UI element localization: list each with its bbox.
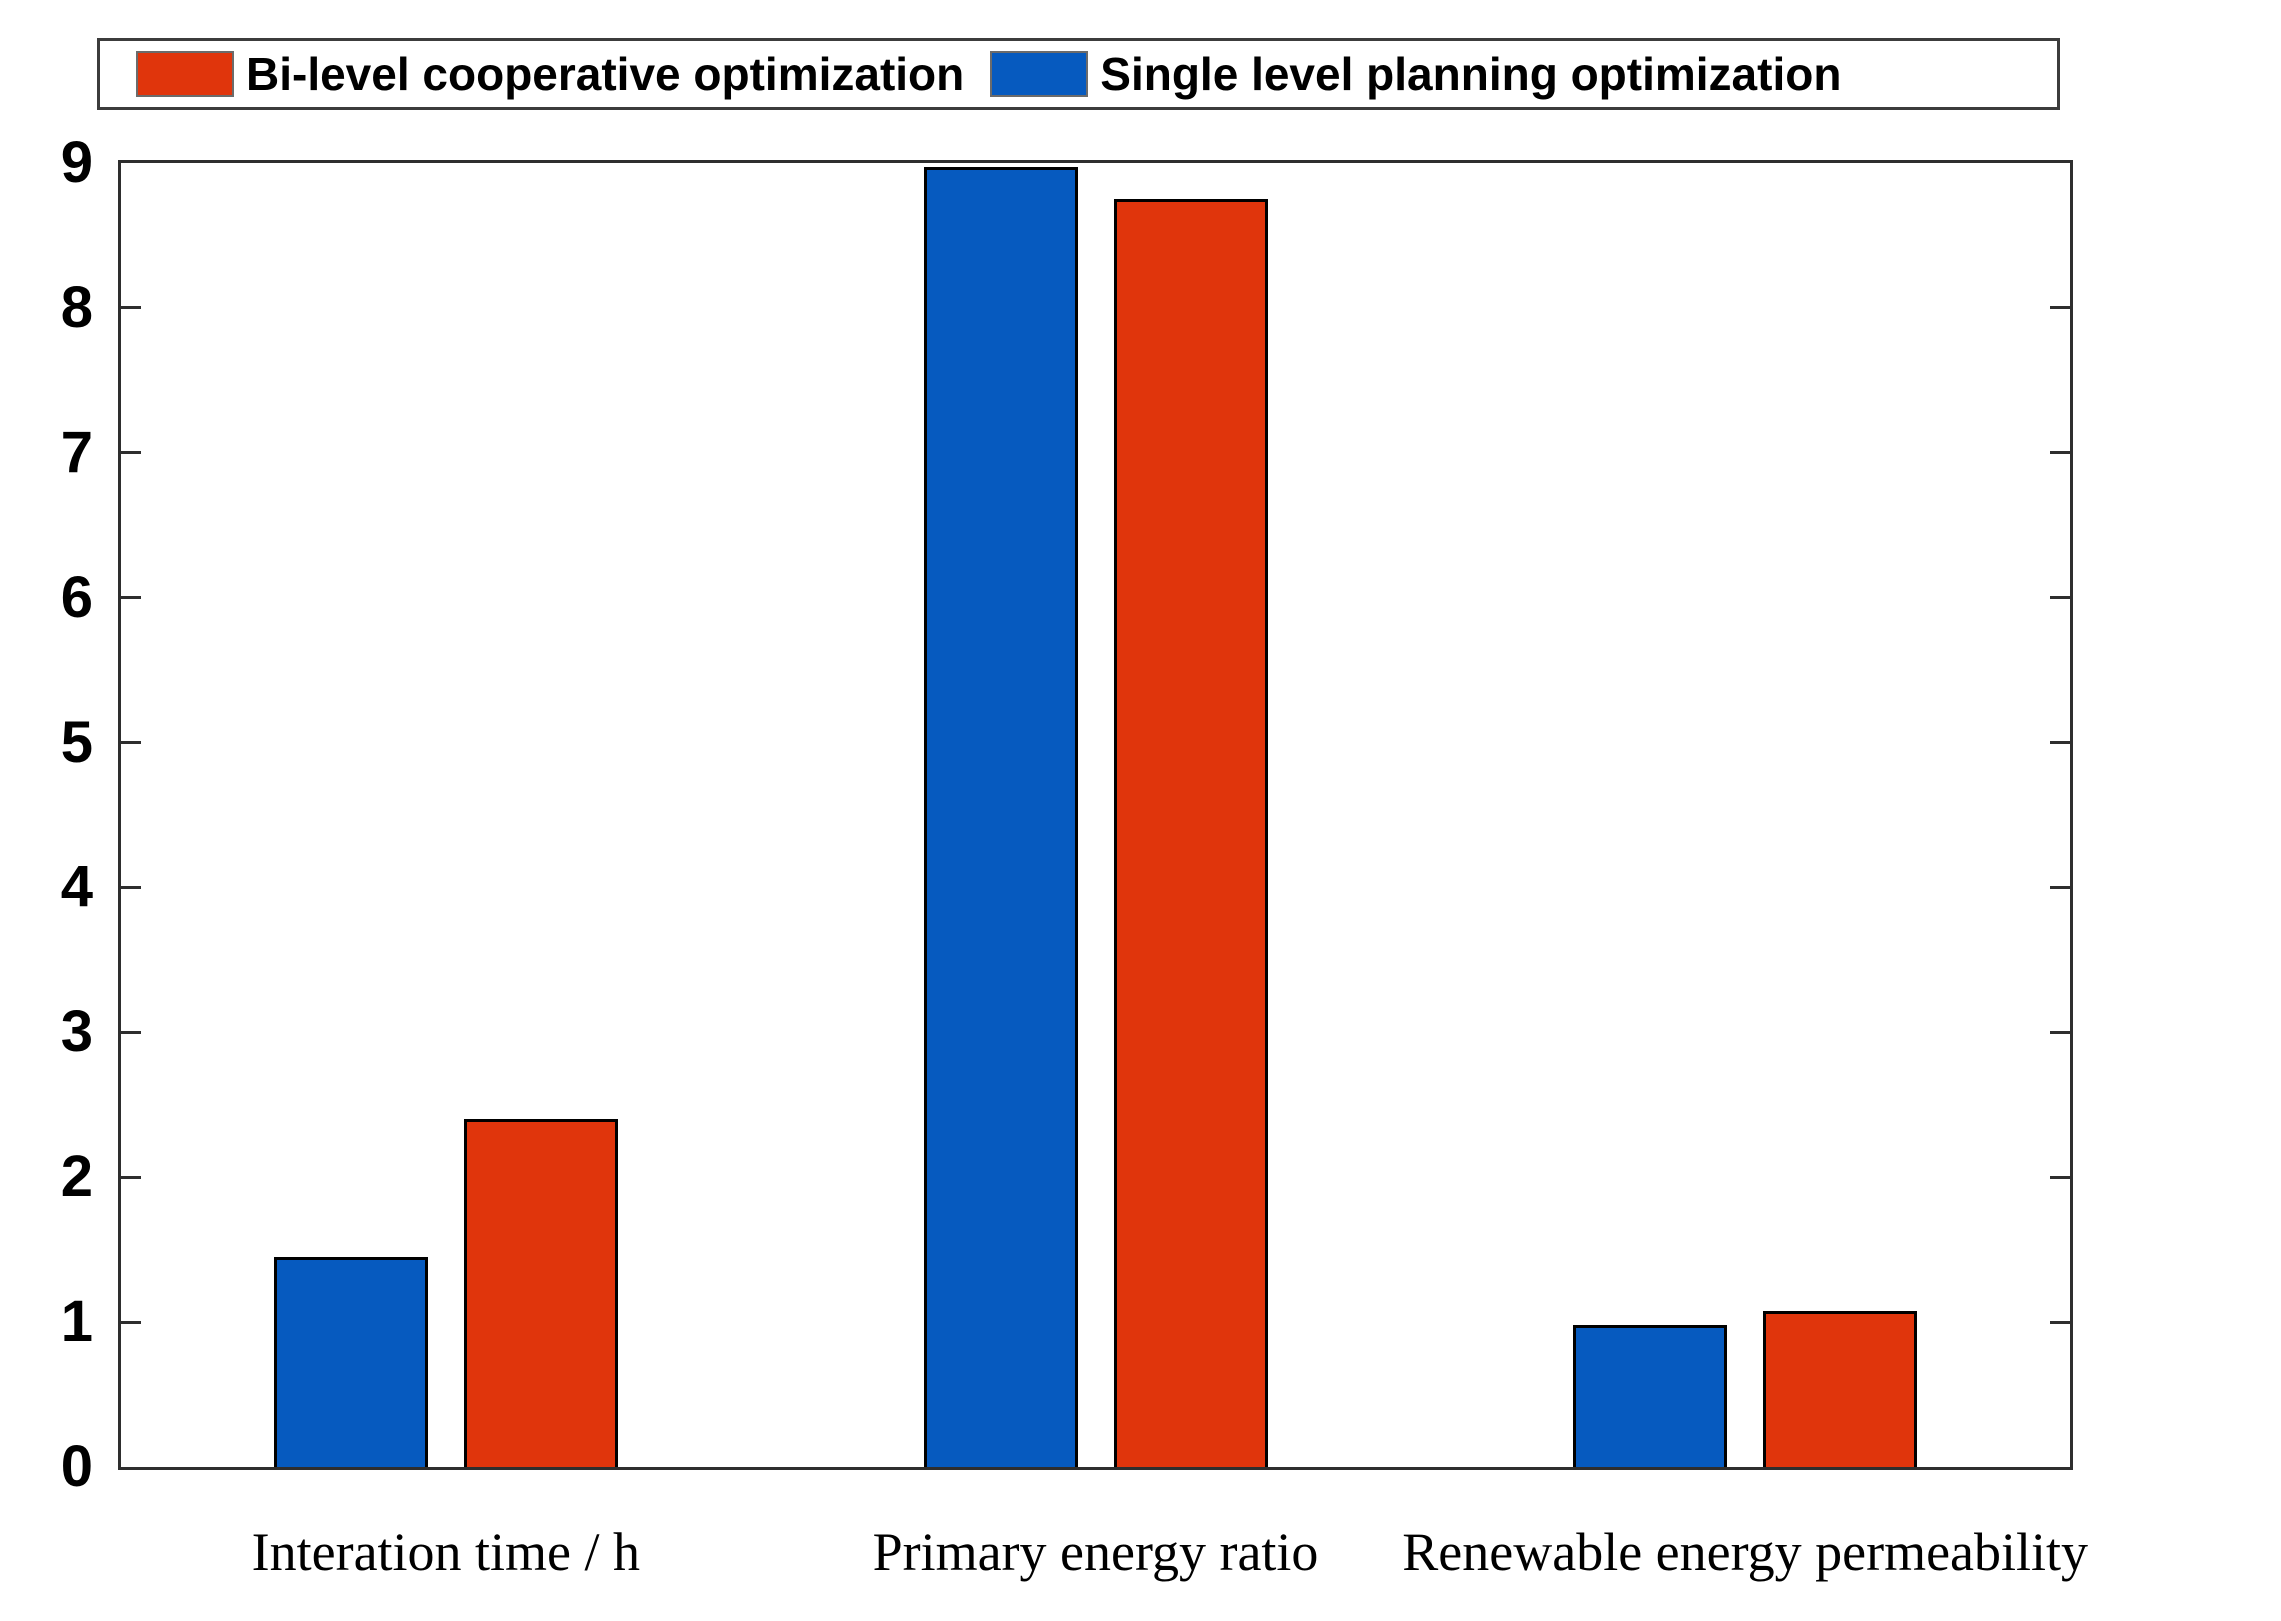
y-tick-label: 0: [60, 1434, 93, 1499]
legend-item: Bi-level cooperative optimization: [136, 51, 964, 97]
y-tick-mark: [2050, 596, 2070, 600]
legend-label: Single level planning optimization: [1100, 48, 1842, 100]
y-tick-label: 9: [60, 130, 93, 195]
y-tick-mark: [2050, 885, 2070, 889]
bar: [273, 1256, 428, 1467]
y-tick-mark: [2050, 1175, 2070, 1179]
y-tick-label: 2: [60, 1144, 93, 1210]
y-tick-label: 8: [60, 274, 93, 340]
y-tick-mark: [2050, 451, 2070, 455]
y-tick-label: 4: [60, 854, 93, 920]
y-tick-mark: [121, 885, 141, 889]
y-tick-mark: [121, 596, 141, 600]
x-axis-label: Interation time / h: [251, 1522, 641, 1582]
y-tick-mark: [2050, 306, 2070, 310]
legend-label: Bi-level cooperative optimization: [246, 48, 965, 100]
y-tick-mark: [121, 741, 141, 745]
bar: [923, 167, 1078, 1467]
y-tick-label: 7: [60, 419, 93, 485]
y-tick-label: 6: [60, 564, 93, 630]
bar: [1113, 199, 1268, 1467]
y-tick-mark: [2050, 1030, 2070, 1034]
x-axis-label: Renewable energy permeability: [1402, 1522, 2089, 1582]
y-tick-mark: [121, 451, 141, 455]
y-tick-mark: [121, 1320, 141, 1324]
bar: [463, 1119, 618, 1467]
y-tick-mark: [2050, 741, 2070, 745]
legend-swatch-icon: [990, 51, 1089, 97]
y-tick-mark: [121, 306, 141, 310]
bar: [1573, 1325, 1728, 1467]
y-tick-mark: [121, 1175, 141, 1179]
y-tick-label: 5: [60, 709, 93, 775]
legend-swatch-icon: [136, 51, 234, 97]
legend-item: Single level planning optimization: [990, 51, 1841, 97]
y-tick-mark: [2050, 1320, 2070, 1324]
y-tick-mark: [121, 1030, 141, 1034]
legend: Bi-level cooperative optimization Single …: [97, 38, 2060, 110]
y-tick-label: 1: [60, 1289, 93, 1355]
bar: [1763, 1310, 1918, 1467]
y-tick-label: 3: [60, 999, 93, 1065]
x-axis-label: Primary energy ratio: [872, 1522, 1319, 1582]
